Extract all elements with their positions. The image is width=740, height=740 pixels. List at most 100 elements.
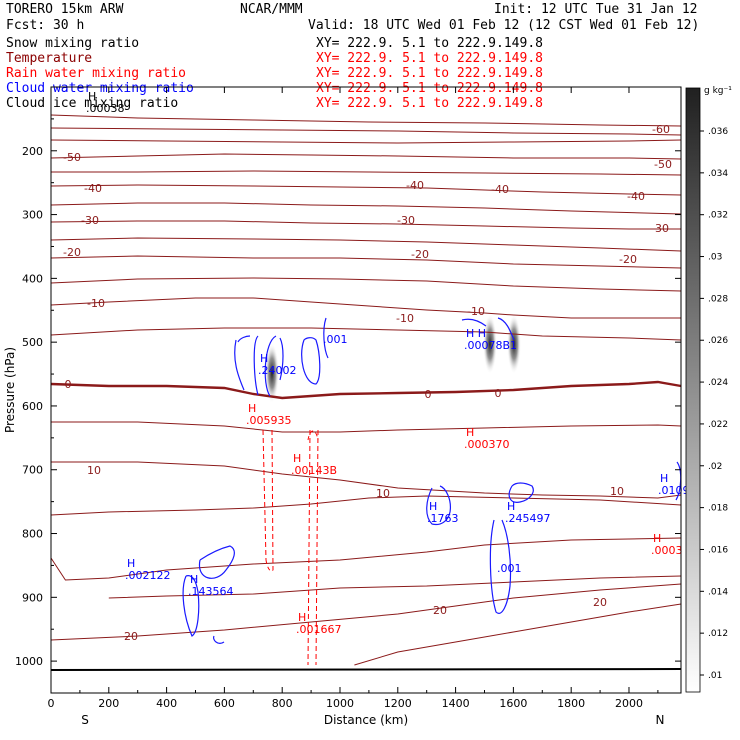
x-tick-label: 600	[214, 697, 235, 710]
high-marker: H	[293, 452, 301, 465]
temperature-contour	[50, 495, 682, 516]
contour-label: -20	[411, 248, 429, 261]
temperature-contour	[50, 139, 682, 144]
contour-label: -10	[87, 297, 105, 310]
south-label: S	[81, 713, 89, 727]
field-name: Cloud water mixing ratio	[6, 81, 194, 96]
cloud-contour	[461, 317, 515, 341]
rain-contours	[262, 429, 319, 666]
rain-contour	[307, 430, 319, 441]
forecast-hour: Fcst: 30 h	[6, 18, 84, 33]
contour-label: 20	[433, 604, 447, 617]
colorbar-tick-label: .034	[708, 169, 728, 179]
colorbar-tick-label: .018	[708, 504, 728, 514]
maximum-value: .0109	[658, 484, 690, 497]
org-title: NCAR/MMM	[240, 2, 303, 17]
colorbar-tick-label: .026	[708, 336, 728, 346]
high-marker: H	[507, 500, 515, 513]
cloud-contour	[426, 485, 451, 526]
cloud-contour	[182, 545, 235, 644]
contour-label: -30	[397, 214, 415, 227]
colorbar-tick-label: .016	[708, 545, 728, 555]
temperature-contour	[50, 255, 682, 269]
x-tick-label: 0	[48, 697, 55, 710]
maximum-value: .245497	[505, 512, 551, 525]
rain-contour	[271, 429, 274, 571]
contour-label: 10	[376, 487, 390, 500]
maximum-value: .00078B1	[464, 339, 517, 352]
rain-contour	[307, 429, 311, 666]
colorbar-tick-label: .02	[708, 462, 722, 472]
rain-contour	[262, 429, 267, 561]
maximum-value: .001667	[296, 623, 342, 636]
colorbar-ticks: .036 .034 .032 .03 .028 .026 .024 .022 .02 .018 .0…	[700, 127, 728, 681]
high-marker: H	[127, 557, 135, 570]
cloud-contour	[234, 335, 284, 397]
rain-contour	[265, 559, 274, 572]
field-name: Rain water mixing ratio	[6, 66, 186, 81]
y-tick-label: 300	[22, 209, 43, 222]
y-tick-label: 400	[22, 272, 43, 285]
colorbar-tick-label: .028	[708, 294, 728, 304]
field-name: Snow mixing ratio	[6, 36, 139, 51]
model-title: TORERO 15km ARW	[6, 2, 124, 17]
y-tick-label: 900	[22, 591, 43, 604]
y-axis-label: Pressure (hPa)	[3, 347, 17, 433]
maximum-value: .005935	[246, 414, 292, 427]
field-range: XY= 222.9. 5.1 to 222.9.149.8	[316, 96, 543, 111]
temperature-contour	[50, 237, 682, 252]
contour-label: 0	[65, 378, 72, 391]
temperature-contours	[50, 114, 682, 666]
temperature-contour	[50, 327, 682, 341]
maximum-value: .00143B	[291, 464, 337, 477]
contour-label: -10	[467, 305, 485, 318]
contour-label: 10	[610, 485, 624, 498]
contour-label: 20	[124, 630, 138, 643]
colorbar-tick-label: .032	[708, 211, 728, 221]
colorbar-tick-label: .014	[708, 587, 728, 597]
north-label: N	[656, 713, 665, 727]
x-tick-label: 1200	[384, 697, 412, 710]
y-tick-label: 800	[22, 528, 43, 541]
contour-labels: -60 -50 -50 -40 -40 -40 -40 -30 -30 -30 -20 -20 -20 -…	[63, 123, 672, 643]
temperature-contour	[51, 461, 682, 499]
field-range: XY= 222.9. 5.1 to 222.9.149.8	[316, 66, 543, 81]
x-tick-label: 800	[272, 697, 293, 710]
contour-label: -10	[396, 312, 414, 325]
high-marker: H	[248, 402, 256, 415]
high-marker: H	[660, 472, 668, 485]
y-tick-label: 200	[22, 145, 43, 158]
cloud-water-contours	[182, 317, 682, 644]
field-range: XY= 222.9. 5.1 to 222.9.149.8	[316, 81, 543, 96]
init-time: Init: 12 UTC Tue 31 Jan 12	[494, 2, 698, 17]
snow-shading	[265, 314, 521, 403]
temperature-contour	[50, 220, 681, 230]
temperature-contour	[50, 153, 682, 160]
x-tick-label: 1000	[326, 697, 354, 710]
temperature-contour	[354, 603, 682, 666]
temperature-contour	[50, 202, 682, 215]
field-name: Cloud ice mixing ratio	[6, 96, 178, 111]
maximum-value: .000370	[464, 438, 510, 451]
contour-label: -50	[63, 151, 81, 164]
high-marker: H	[190, 573, 198, 586]
colorbar-tick-label: .012	[708, 629, 728, 639]
high-marker: H	[653, 532, 661, 545]
y-tick-label: 600	[22, 400, 43, 413]
cloud-contour	[301, 337, 321, 385]
high-marker: H	[429, 500, 437, 513]
x-axis-label: Distance (km)	[324, 713, 408, 727]
colorbar-tick-label: .022	[708, 420, 728, 430]
high-marker: H	[298, 611, 306, 624]
high-marker: H	[466, 426, 474, 439]
contour-label: -30	[81, 214, 99, 227]
contour-label: -40	[84, 182, 102, 195]
x-tick-label: 2000	[615, 697, 643, 710]
contour-label: -20	[63, 246, 81, 259]
y-tick-label: 700	[22, 464, 43, 477]
contour-label: 0	[495, 387, 502, 400]
maximum-value: .002122	[125, 569, 171, 582]
high-marker: H	[88, 90, 96, 103]
temperature-contour	[50, 297, 681, 319]
